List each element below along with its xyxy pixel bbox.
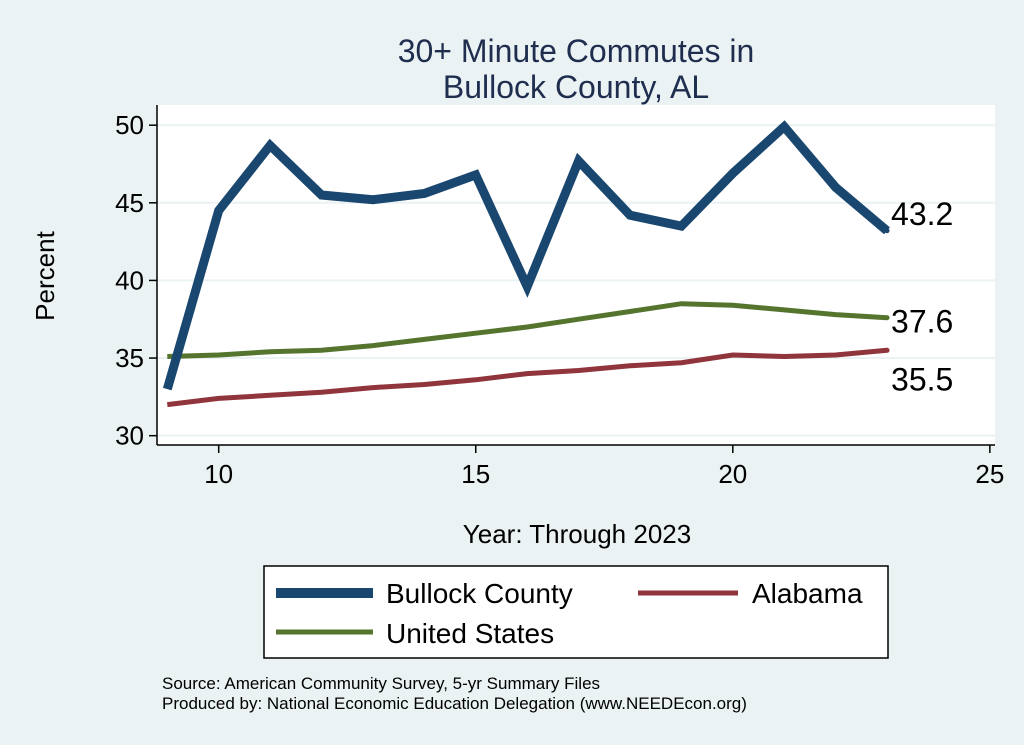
- series-line-bullock-county: [162, 120, 890, 391]
- series-lines: [162, 120, 890, 408]
- end-labels: 43.2 35.5 37.6: [891, 196, 953, 398]
- legend-label-bullock-county: Bullock County: [386, 578, 573, 609]
- axes: 30 35 40 45 50 10 15 20 25: [115, 105, 1004, 489]
- series-line-united-states: [167, 301, 888, 359]
- series-end-point: [884, 228, 890, 234]
- legend-label-united-states: United States: [386, 618, 554, 649]
- chart-title-line-1: 30+ Minute Commutes in: [398, 33, 755, 69]
- x-tick-label: 20: [718, 459, 747, 489]
- legend: Bullock County Alabama United States: [263, 565, 889, 659]
- chart-title-line-2: Bullock County, AL: [443, 69, 709, 105]
- end-value-label-united-states: 37.6: [891, 304, 953, 340]
- legend-box: [263, 565, 889, 659]
- grid-lines: [157, 124, 995, 437]
- series-line-alabama: [167, 347, 888, 408]
- x-axis-title: Year: Through 2023: [463, 519, 691, 549]
- x-tick-label: 10: [204, 459, 233, 489]
- end-value-label-bullock-county: 43.2: [891, 196, 953, 232]
- series-end-point: [884, 315, 890, 321]
- end-value-label-alabama: 35.5: [891, 361, 953, 397]
- legend-label-alabama: Alabama: [752, 578, 863, 609]
- x-tick-label: 25: [975, 459, 1004, 489]
- y-tick-label: 50: [115, 110, 144, 140]
- y-axis-title: Percent: [30, 230, 60, 320]
- y-tick-label: 35: [115, 343, 144, 373]
- y-tick-label: 40: [115, 265, 144, 295]
- y-tick-label: 45: [115, 188, 144, 218]
- x-tick-label: 15: [461, 459, 490, 489]
- produced-by-note: Produced by: National Economic Education…: [162, 694, 747, 713]
- series-end-point: [884, 347, 890, 353]
- source-note: Source: American Community Survey, 5-yr …: [162, 674, 600, 693]
- y-tick-label: 30: [115, 421, 144, 451]
